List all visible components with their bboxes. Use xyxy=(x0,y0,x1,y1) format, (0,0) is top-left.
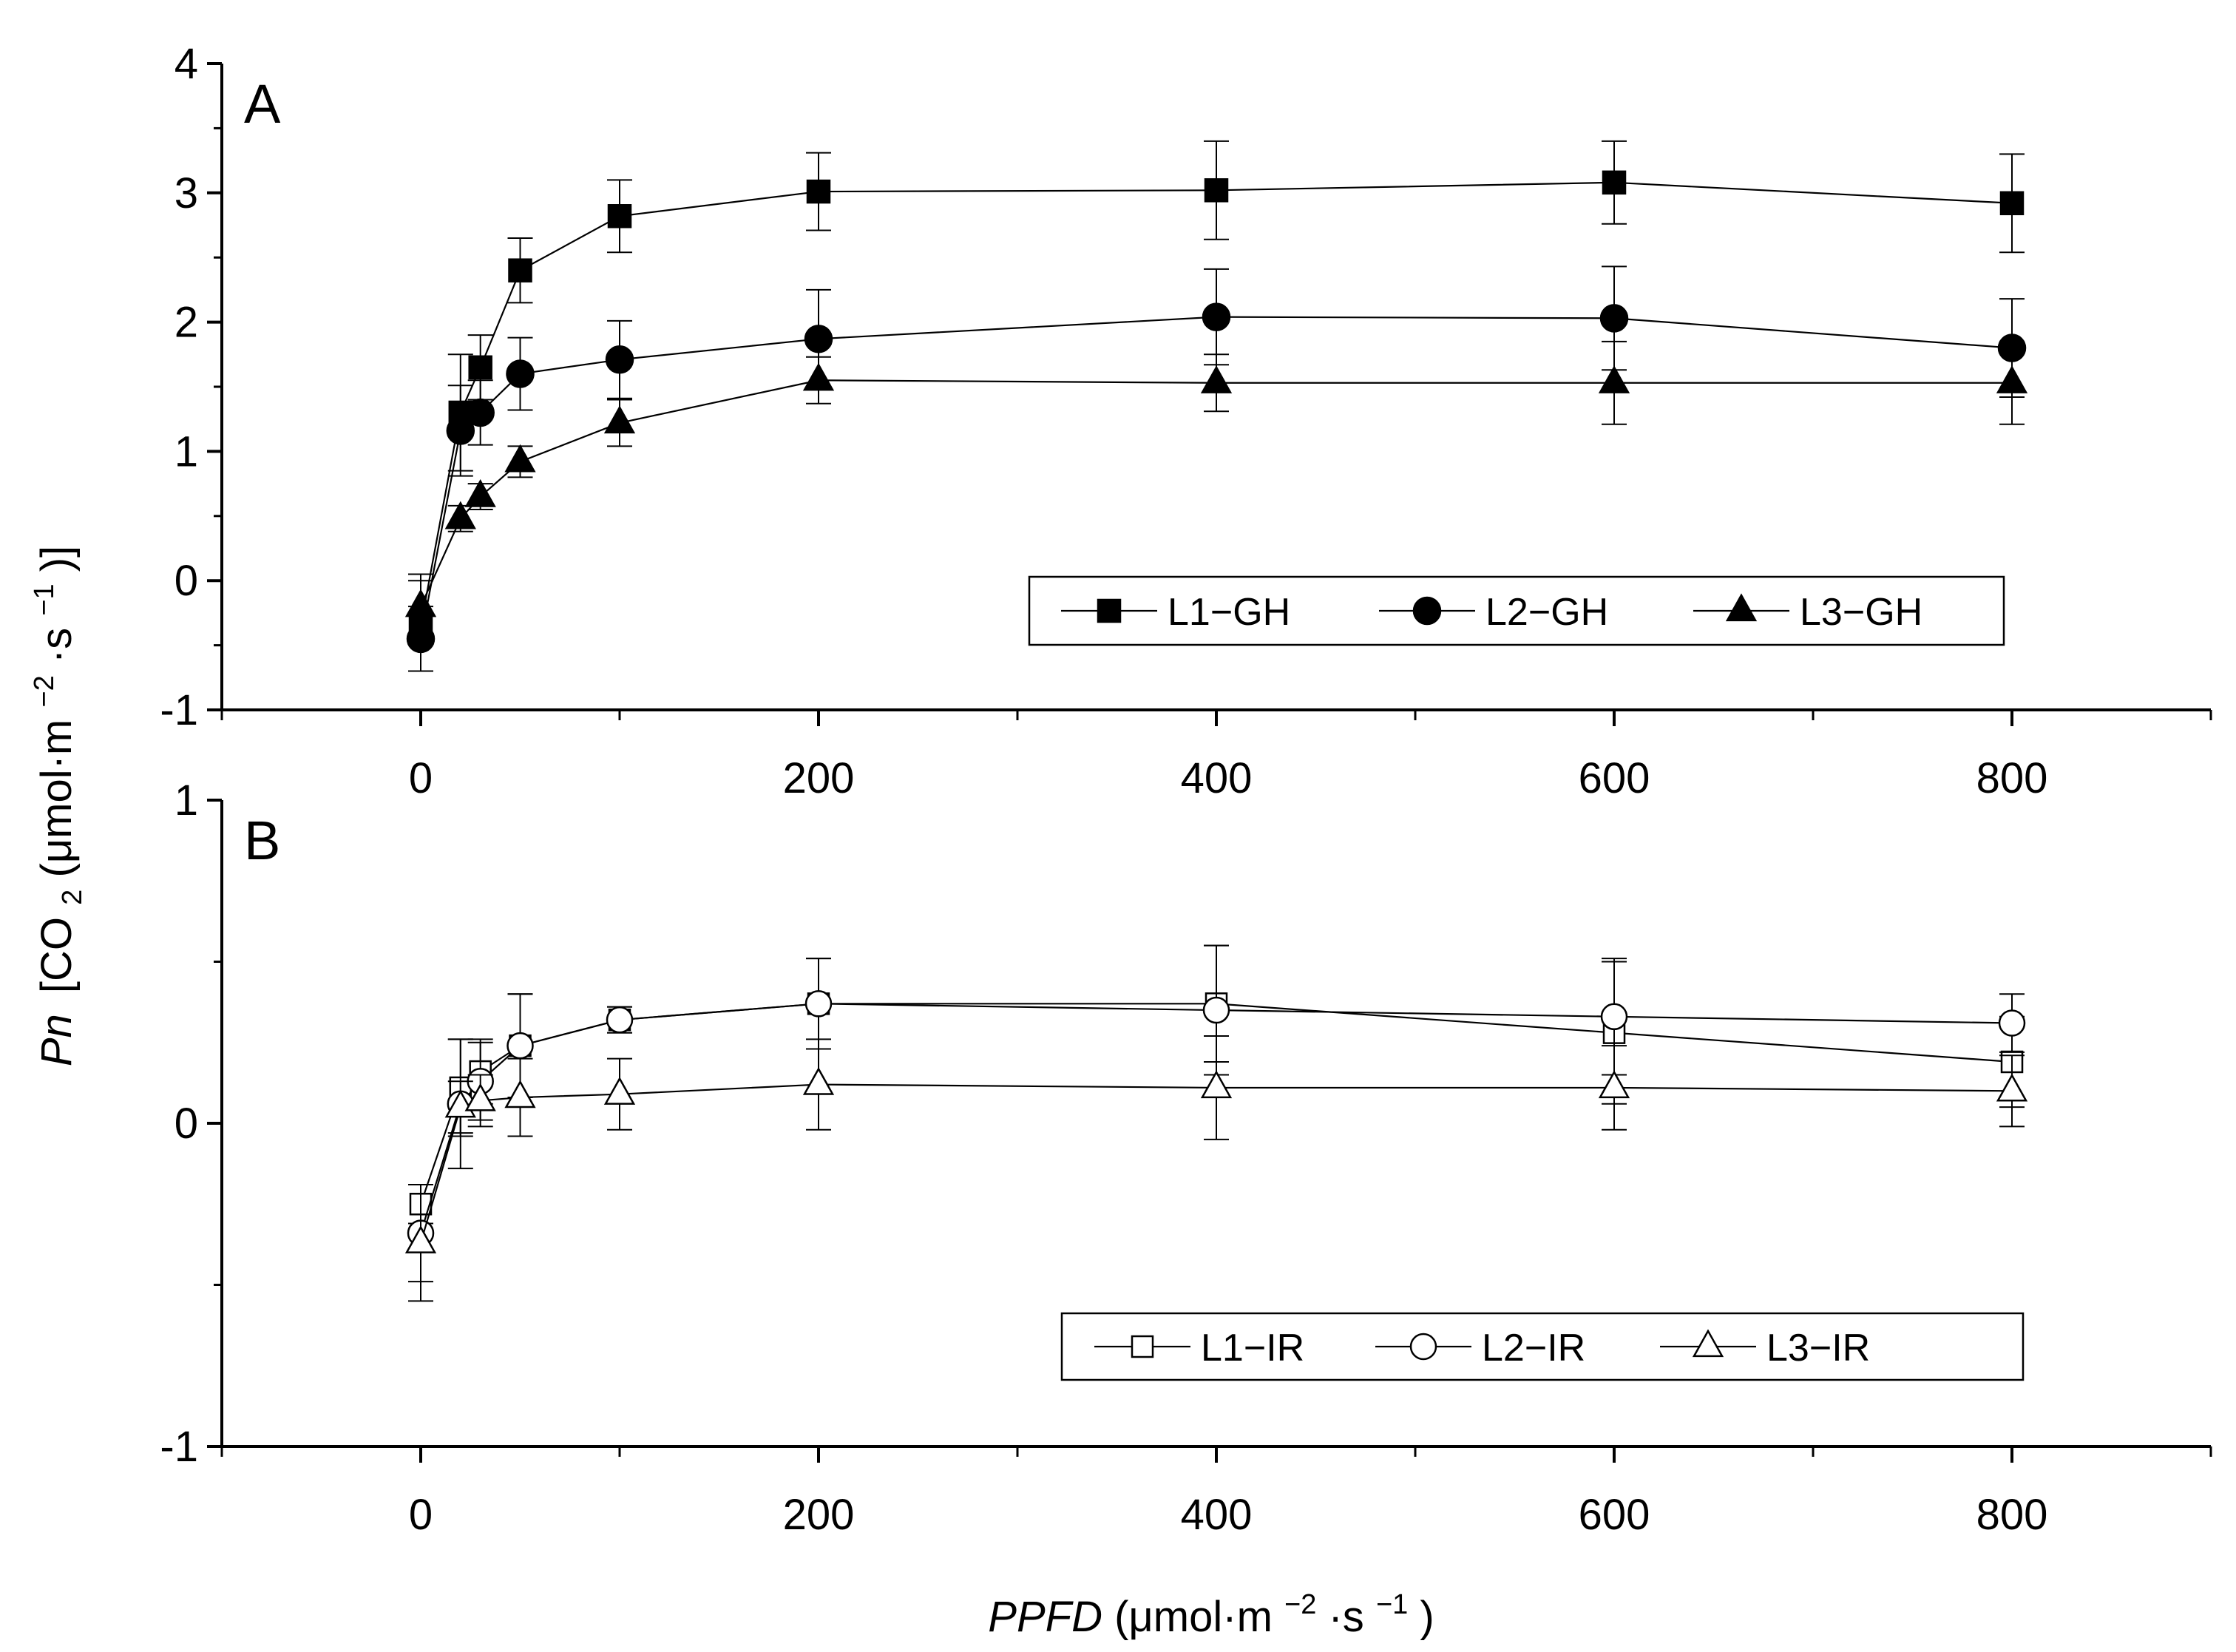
legend-label: L1−IR xyxy=(1201,1327,1304,1370)
x-tick-label: 0 xyxy=(409,754,433,802)
y-axis-label-end: )] xyxy=(33,546,81,572)
data-point xyxy=(1600,1003,1628,1031)
y-tick-label: -1 xyxy=(160,1423,198,1471)
data-point xyxy=(804,990,833,1018)
legend-marker xyxy=(1692,1329,1724,1358)
data-point xyxy=(607,204,632,228)
y-axis-label-text: [CO xyxy=(33,917,81,993)
legend-marker xyxy=(1131,1335,1154,1358)
data-point xyxy=(603,405,636,434)
panel-label: A xyxy=(244,73,281,135)
data-point xyxy=(1200,1070,1233,1099)
y-tick-label: -1 xyxy=(160,686,198,734)
data-point xyxy=(802,362,835,391)
panel-b: -1 0 1 0 200 400 600 800 B L1−IR L2−IR L3−IR xyxy=(160,776,2212,1539)
legend-marker xyxy=(1725,593,1758,622)
y-axis-label: Pn [CO 2 (μmol·m −2 ·s −1 )] xyxy=(15,546,91,1066)
x-axis-label-italic: PPFD xyxy=(988,1593,1102,1641)
legend-box xyxy=(1060,1312,2025,1381)
y-axis-label-text2: (μmol·m xyxy=(33,720,81,878)
x-axis-label-text: (μmol·m xyxy=(1114,1593,1273,1641)
data-point xyxy=(1598,365,1630,393)
y-axis-label-sub: 2 xyxy=(57,890,88,905)
x-axis-label-sup1: −2 xyxy=(1284,1589,1316,1620)
data-point xyxy=(606,1006,634,1034)
data-point xyxy=(404,1225,437,1253)
data-point xyxy=(507,1032,534,1060)
x-tick-label: 600 xyxy=(1579,1491,1650,1539)
x-tick-label: 0 xyxy=(409,1491,433,1539)
data-point xyxy=(1999,191,2025,216)
y-tick-label: 0 xyxy=(175,557,198,605)
x-tick-label: 400 xyxy=(1181,754,1253,802)
data-point xyxy=(802,1066,835,1095)
data-point xyxy=(1202,302,1231,331)
data-point xyxy=(504,1080,536,1108)
legend-marker xyxy=(1097,598,1122,623)
y-tick-label: 2 xyxy=(175,299,198,347)
data-point xyxy=(605,345,634,374)
y-axis-label-sup1: −2 xyxy=(29,675,60,707)
data-point xyxy=(603,1077,636,1105)
data-point xyxy=(1598,1070,1630,1099)
panel-a: -1 0 1 2 3 4 0 200 400 600 800 A L1−GH L2−GH L3−GH xyxy=(160,40,2212,802)
legend-label: L1−GH xyxy=(1168,591,1290,634)
data-point xyxy=(464,478,496,507)
data-point xyxy=(464,1083,496,1111)
legend-label: L3−GH xyxy=(1800,591,1922,634)
data-point xyxy=(1602,170,1627,195)
data-point xyxy=(1200,365,1233,393)
data-point xyxy=(404,589,437,617)
y-axis-label-sup2: −1 xyxy=(29,583,60,615)
data-point xyxy=(1599,304,1629,333)
series-line-3 xyxy=(419,379,2012,607)
legend-label: L3−IR xyxy=(1766,1327,1870,1370)
data-point xyxy=(506,359,535,388)
data-point xyxy=(806,179,831,204)
y-axis-label-italic: Pn xyxy=(33,1014,81,1066)
data-point xyxy=(1202,996,1230,1024)
x-tick-label: 200 xyxy=(783,1491,855,1539)
x-axis-label-end: ) xyxy=(1420,1593,1434,1641)
y-tick-label: 1 xyxy=(175,776,198,825)
data-point xyxy=(804,325,833,353)
y-tick-label: 0 xyxy=(175,1100,198,1148)
data-point xyxy=(508,258,532,282)
x-tick-label: 400 xyxy=(1181,1491,1253,1539)
x-tick-label: 800 xyxy=(1976,754,2048,802)
legend-box xyxy=(1028,575,2005,646)
legend-marker xyxy=(1409,1333,1437,1361)
data-point xyxy=(504,444,536,473)
y-tick-label: 4 xyxy=(175,40,198,88)
x-axis-label-text2: ·s xyxy=(1328,1593,1363,1641)
panel-label: B xyxy=(244,810,280,871)
y-axis-label-text3: ·s xyxy=(33,628,81,663)
x-axis-label: PPFD (μmol·m −2 ·s −1 ) xyxy=(988,1575,1434,1641)
data-point xyxy=(468,355,492,380)
legend-marker xyxy=(1412,596,1442,626)
y-tick-label: 1 xyxy=(175,427,198,475)
legend-label: L2−IR xyxy=(1482,1327,1585,1370)
data-point xyxy=(444,501,476,529)
x-axis-label-sup2: −1 xyxy=(1376,1589,1408,1620)
data-point xyxy=(1996,365,2028,393)
x-tick-label: 800 xyxy=(1976,1491,2048,1539)
data-point xyxy=(1996,1073,2028,1102)
data-point xyxy=(1998,1009,2026,1037)
x-tick-label: 200 xyxy=(783,754,855,802)
data-point xyxy=(446,416,475,445)
y-tick-label: 3 xyxy=(175,169,198,217)
x-tick-label: 600 xyxy=(1579,754,1650,802)
data-point xyxy=(466,398,495,427)
legend-label: L2−GH xyxy=(1485,591,1608,634)
data-point xyxy=(1204,178,1229,203)
